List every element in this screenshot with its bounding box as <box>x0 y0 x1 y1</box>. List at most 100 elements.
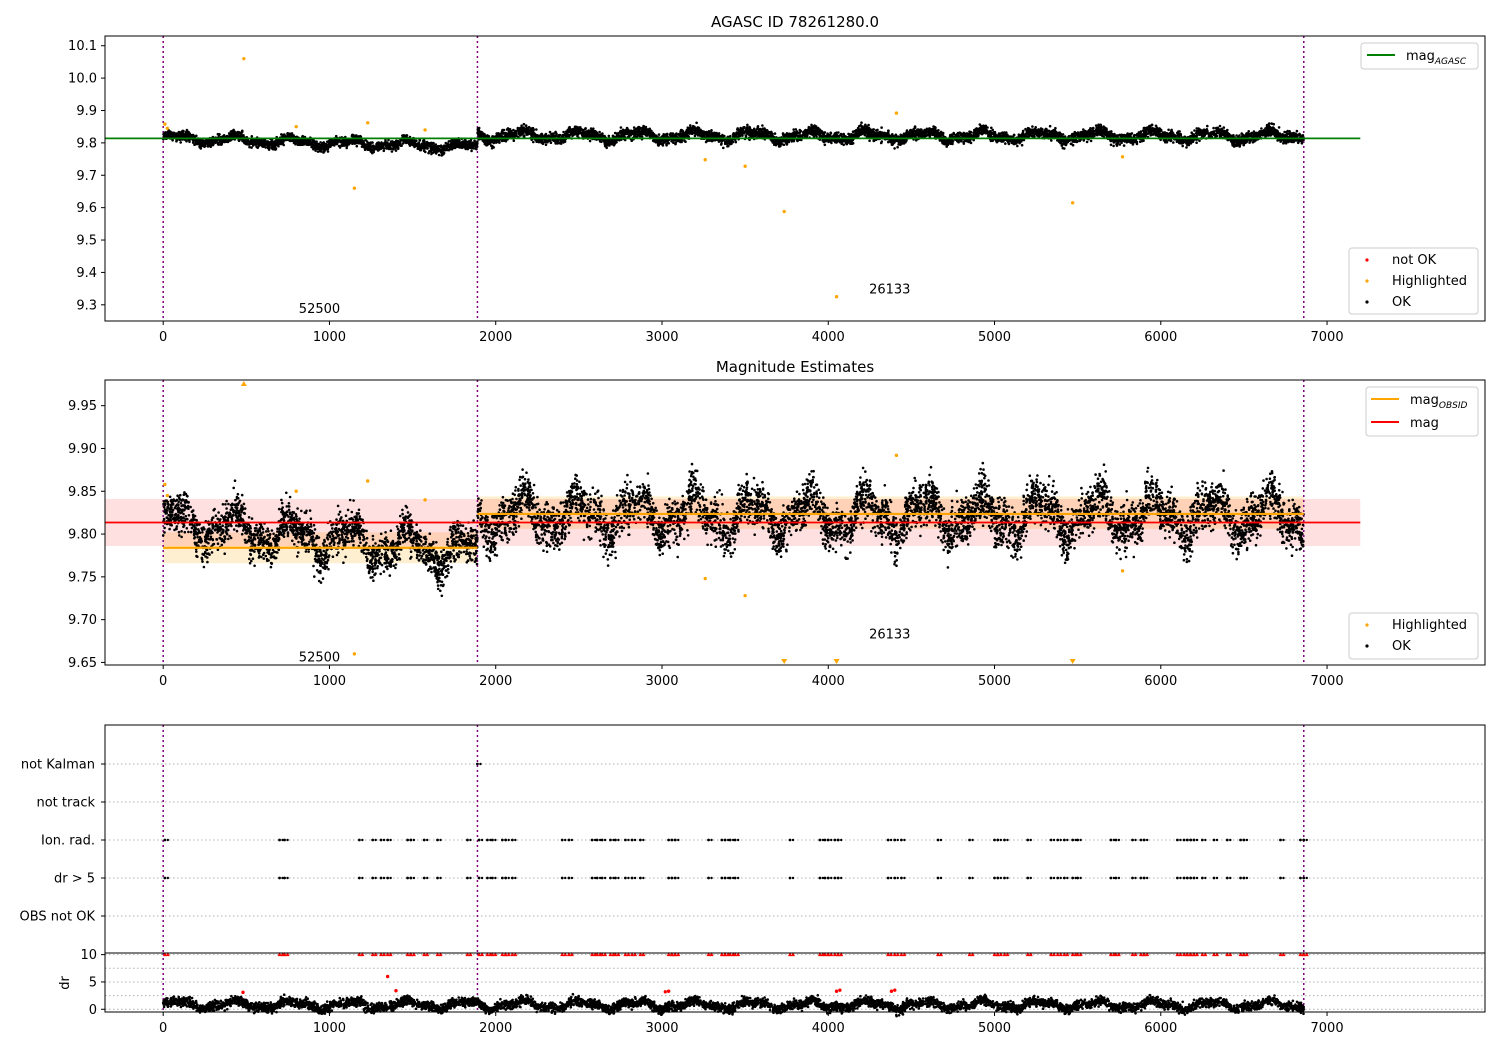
ok-point <box>209 144 213 147</box>
ok-point <box>1109 143 1113 147</box>
ok-point <box>475 141 479 145</box>
ok-point <box>228 133 232 136</box>
y-tick-label: 9.8 <box>76 136 97 151</box>
ok-point <box>427 144 431 148</box>
ok-point <box>451 140 455 144</box>
ok-point <box>386 142 389 146</box>
ok-point <box>322 141 326 144</box>
ok-point <box>311 145 315 148</box>
ok-point <box>429 146 433 150</box>
ok-point <box>470 143 473 146</box>
ok-point <box>1061 133 1065 136</box>
x-tick-label: 6000 <box>1144 330 1177 345</box>
ok-point <box>394 149 398 152</box>
ok-point <box>379 147 383 150</box>
ok-point <box>464 147 468 151</box>
ok-point <box>198 146 202 149</box>
ok-point <box>896 145 899 149</box>
ok-point <box>450 143 454 146</box>
ok-point <box>1133 133 1136 137</box>
ok-point <box>1048 124 1052 128</box>
ok-point <box>418 139 422 142</box>
ok-point <box>630 139 633 142</box>
ok-point <box>211 139 215 142</box>
ok-point <box>257 143 261 146</box>
ok-point <box>440 144 443 148</box>
ok-point <box>424 143 428 147</box>
ok-point <box>941 142 944 145</box>
ok-point <box>792 128 795 131</box>
ok-point <box>458 140 461 144</box>
ok-point <box>450 147 453 151</box>
ok-point <box>437 147 441 151</box>
x-tick-label: 4000 <box>812 330 845 345</box>
ok-point <box>722 146 725 150</box>
ok-point <box>1277 126 1281 129</box>
y-tick-labels: 9.39.49.59.69.79.89.910.010.1 <box>68 39 105 313</box>
ok-point <box>375 142 378 146</box>
ok-point <box>717 132 721 135</box>
ok-point <box>337 138 341 142</box>
ok-point <box>462 142 465 146</box>
ok-point <box>376 148 380 151</box>
ok-point <box>426 147 429 150</box>
ok-point <box>388 146 392 149</box>
ok-point <box>353 142 357 145</box>
ok-point <box>978 123 982 126</box>
ok-point <box>274 146 277 150</box>
ok-point <box>470 149 473 153</box>
ok-point <box>202 143 206 147</box>
ok-point <box>1181 144 1184 148</box>
ok-point <box>195 139 199 143</box>
y-tick-label: 10.1 <box>68 39 97 54</box>
ok-point <box>433 145 437 149</box>
ok-point <box>326 147 330 151</box>
ok-point <box>532 140 535 144</box>
ok-point <box>176 133 179 136</box>
ok-point <box>430 142 434 145</box>
ok-point <box>734 140 738 144</box>
ok-point <box>218 140 221 144</box>
ok-point <box>223 138 227 142</box>
panel-agasc-magnitude: AGASC ID 78261280.0 9.39.49.59.69.79.89.… <box>68 13 1486 345</box>
ok-point <box>315 142 319 146</box>
data-layer <box>105 36 1361 321</box>
ok-point <box>299 141 302 144</box>
ok-point <box>326 140 329 143</box>
ok-point <box>197 142 200 145</box>
ok-point <box>445 147 448 151</box>
ok-point <box>403 141 406 144</box>
ok-point <box>304 138 308 142</box>
ok-point <box>1085 140 1089 144</box>
ok-point <box>333 144 336 147</box>
ok-point <box>415 143 419 146</box>
ok-point <box>1270 122 1273 125</box>
ok-point <box>265 143 269 146</box>
ok-point <box>417 146 421 149</box>
ok-point <box>351 139 355 143</box>
x-tick-label: 7000 <box>1311 330 1344 345</box>
ok-point <box>273 143 276 146</box>
ok-point <box>423 140 426 143</box>
ok-point <box>270 143 273 146</box>
ok-point <box>187 130 190 134</box>
ok-point <box>214 139 217 142</box>
ok-point <box>326 150 330 153</box>
ok-point <box>227 139 231 143</box>
ok-point <box>474 146 477 150</box>
ok-point <box>1195 141 1198 144</box>
ok-point <box>323 149 326 153</box>
ok-point <box>642 124 645 128</box>
ok-point <box>469 139 473 143</box>
ok-point <box>188 139 191 142</box>
ok-point <box>171 131 174 135</box>
ok-point <box>473 144 477 147</box>
ok-point <box>443 145 446 149</box>
ok-point <box>352 133 355 137</box>
y-tick-label: 10.0 <box>68 72 97 87</box>
ok-point <box>387 138 390 142</box>
ok-point <box>247 143 250 146</box>
ok-point <box>278 142 281 146</box>
ok-point <box>355 141 359 145</box>
ok-point <box>355 144 359 148</box>
